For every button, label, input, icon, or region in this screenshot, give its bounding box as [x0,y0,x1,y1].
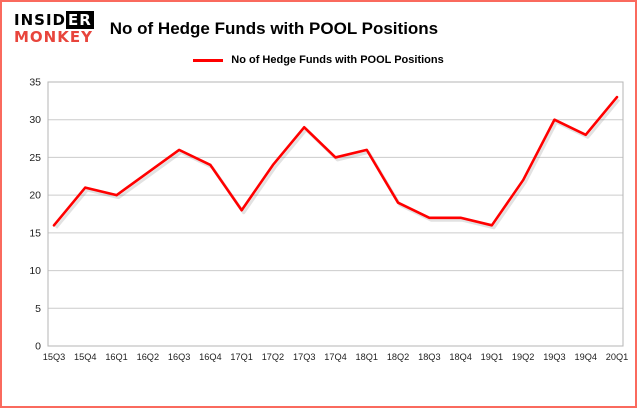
line-chart: 0 5 10 15 20 25 30 35 15Q3 15Q4 16Q1 16Q2 16Q3 16Q4 17… [29,77,628,363]
x-tick-label: 17Q1 [230,352,252,362]
y-tick-label: 5 [35,303,41,315]
x-tick-label: 16Q3 [168,352,190,362]
plot-border [47,81,624,347]
x-tick-label: 16Q2 [137,352,159,362]
x-tick-label: 19Q4 [574,352,596,362]
x-tick-label: 17Q4 [324,352,346,362]
chart-legend: No of Hedge Funds with POOL Positions [2,45,635,68]
legend-label: No of Hedge Funds with POOL Positions [231,54,444,66]
x-tick-label: 18Q4 [449,352,471,362]
x-tick-label: 19Q2 [512,352,534,362]
logo-insider-boxed-text: ER [65,11,94,29]
x-tick-label: 15Q3 [43,352,65,362]
y-tick-label: 20 [29,190,41,202]
x-tick-label: 16Q1 [105,352,127,362]
logo-line-insider: INSID ER [14,11,94,29]
page-title: No of Hedge Funds with POOL Positions [109,18,439,38]
logo-insider-text: INSID [14,11,66,29]
y-tick-label: 35 [29,77,41,89]
x-tick-label: 18Q1 [356,352,378,362]
x-tick-label: 17Q3 [293,352,315,362]
x-tick-label: 17Q2 [262,352,284,362]
y-tick-label: 25 [29,152,41,164]
x-tick-label: 16Q4 [199,352,221,362]
x-tick-label: 18Q2 [387,352,409,362]
y-tick-label: 30 [29,114,41,126]
insider-monkey-logo: INSID ER MONKEY [14,11,94,46]
y-tick-label: 15 [29,227,41,239]
logo-line-monkey: MONKEY [14,27,93,46]
y-tick-label: 10 [29,265,41,277]
chart-area: 0 5 10 15 20 25 30 35 15Q3 15Q4 16Q1 16Q2 16Q3 16Q4 17… [2,68,635,406]
x-tick-label: 15Q4 [74,352,96,362]
x-tick-label: 20Q1 [606,352,628,362]
x-tick-label: 19Q1 [481,352,503,362]
legend-line-swatch [193,58,224,62]
x-tick-label: 18Q3 [418,352,440,362]
x-tick-label: 19Q3 [543,352,565,362]
series-line-shadow [54,98,621,230]
series-line [52,95,619,227]
y-tick-label: 0 [35,341,41,353]
header: INSID ER MONKEY No of Hedge Funds with PO… [2,2,635,45]
